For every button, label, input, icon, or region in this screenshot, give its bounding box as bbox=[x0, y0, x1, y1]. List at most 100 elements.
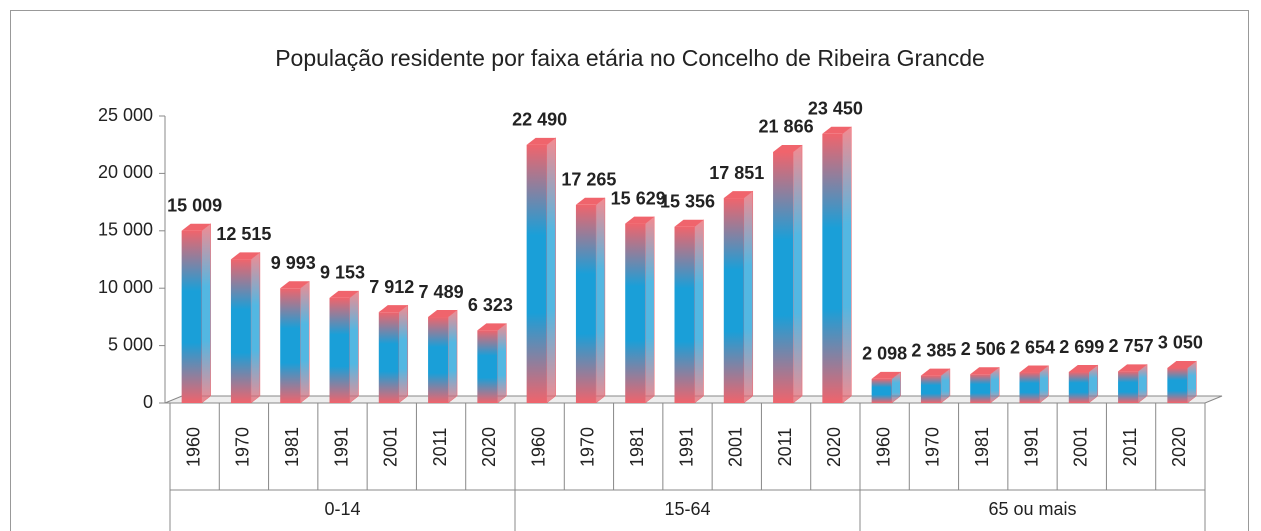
bar-front bbox=[329, 297, 350, 403]
x-tick-label: 1981 bbox=[627, 427, 647, 467]
bar-side bbox=[546, 137, 556, 404]
data-label: 17 265 bbox=[561, 170, 616, 190]
y-tick-label: 0 bbox=[143, 392, 153, 412]
x-tick-label: 1991 bbox=[1021, 427, 1041, 467]
bar bbox=[674, 219, 704, 404]
bar-top bbox=[625, 216, 655, 224]
bar bbox=[1068, 364, 1099, 404]
bar-top bbox=[970, 367, 1000, 375]
chart-title: População residente por faixa etária no … bbox=[275, 45, 985, 71]
x-tick-label: 2001 bbox=[726, 427, 746, 467]
bar-top bbox=[773, 144, 803, 152]
bar-front bbox=[280, 288, 301, 403]
bar bbox=[625, 216, 655, 404]
x-tick-label: 1960 bbox=[183, 427, 203, 467]
x-tick-label: 2001 bbox=[1071, 427, 1091, 467]
data-label: 9 153 bbox=[320, 263, 365, 283]
bar-front bbox=[1167, 367, 1188, 403]
data-label: 17 851 bbox=[709, 163, 764, 183]
bar-front bbox=[477, 330, 498, 403]
bar bbox=[970, 366, 1000, 404]
x-tick-label: 1981 bbox=[282, 427, 302, 467]
bar bbox=[329, 290, 359, 404]
x-tick-label: 2020 bbox=[479, 427, 499, 467]
bar-front bbox=[526, 144, 547, 403]
data-label: 15 629 bbox=[611, 188, 666, 208]
y-tick-label: 20 000 bbox=[98, 162, 153, 182]
bar-side bbox=[743, 190, 754, 404]
bar-side bbox=[201, 223, 211, 404]
bar bbox=[723, 190, 754, 404]
bar bbox=[1167, 360, 1197, 404]
x-tick-label: 2020 bbox=[824, 427, 844, 467]
data-label: 21 866 bbox=[759, 117, 814, 137]
bar-top bbox=[822, 126, 852, 134]
bar-front bbox=[1019, 372, 1040, 403]
bar-front bbox=[230, 259, 251, 403]
bar bbox=[1118, 363, 1148, 404]
bar-top bbox=[329, 290, 359, 298]
bar bbox=[477, 322, 507, 404]
bar-top bbox=[428, 310, 458, 318]
group-label: 0-14 bbox=[324, 499, 360, 519]
bar-side bbox=[842, 126, 852, 404]
bar-front bbox=[970, 374, 991, 403]
data-label: 2 506 bbox=[961, 339, 1006, 359]
data-label: 2 757 bbox=[1109, 336, 1154, 356]
bar-side bbox=[1187, 360, 1197, 404]
bar-top bbox=[526, 137, 556, 145]
bar-top bbox=[723, 191, 753, 199]
bar-side bbox=[595, 197, 606, 404]
x-tick-label: 2001 bbox=[381, 427, 401, 467]
x-tick-label: 1960 bbox=[528, 427, 548, 467]
data-label: 15 009 bbox=[167, 195, 222, 215]
bar-top bbox=[871, 371, 901, 379]
bar bbox=[920, 368, 951, 404]
bar-side bbox=[644, 216, 655, 404]
data-label: 6 323 bbox=[468, 295, 513, 315]
x-tick-label: 1981 bbox=[972, 427, 992, 467]
bar-front bbox=[822, 133, 843, 403]
bar-side bbox=[447, 309, 458, 404]
bar bbox=[526, 137, 556, 404]
bar-side bbox=[497, 322, 507, 404]
data-label: 22 490 bbox=[512, 110, 567, 130]
bar bbox=[1019, 365, 1049, 404]
bar bbox=[230, 251, 261, 404]
y-tick-label: 5 000 bbox=[108, 334, 153, 354]
bar-front bbox=[871, 378, 892, 403]
data-label: 3 050 bbox=[1158, 333, 1203, 353]
bar-top bbox=[1118, 364, 1148, 372]
data-label: 7 912 bbox=[369, 277, 414, 297]
bar-front bbox=[1118, 371, 1139, 403]
bar bbox=[378, 304, 409, 404]
bar-side bbox=[694, 219, 704, 404]
bar-front bbox=[1068, 372, 1089, 403]
x-tick-label: 2011 bbox=[430, 428, 450, 467]
bar bbox=[822, 126, 852, 404]
bar-front bbox=[378, 312, 399, 403]
bar bbox=[428, 309, 458, 404]
y-tick-label: 15 000 bbox=[98, 220, 153, 240]
bar-front bbox=[920, 375, 941, 403]
x-tick-label: 1970 bbox=[923, 427, 943, 467]
x-tick-label: 1991 bbox=[331, 427, 351, 467]
data-label: 2 098 bbox=[862, 344, 907, 364]
data-label: 15 356 bbox=[660, 191, 715, 211]
y-tick-label: 10 000 bbox=[98, 277, 153, 297]
bar-front bbox=[723, 198, 744, 403]
bar-side bbox=[250, 251, 261, 404]
bar bbox=[181, 223, 211, 404]
bar-top bbox=[575, 197, 605, 205]
x-tick-label: 2011 bbox=[1120, 428, 1140, 467]
bar-top bbox=[378, 305, 408, 313]
data-label: 7 489 bbox=[419, 282, 464, 302]
group-label: 65 ou mais bbox=[988, 499, 1076, 519]
x-tick-label: 1960 bbox=[873, 427, 893, 467]
bar-top bbox=[674, 219, 704, 227]
x-tick-label: 1970 bbox=[578, 427, 598, 467]
group-label: 15-64 bbox=[664, 499, 710, 519]
x-tick-label: 1991 bbox=[676, 427, 696, 467]
x-tick-label: 1970 bbox=[233, 427, 253, 467]
bar-front bbox=[674, 226, 695, 403]
